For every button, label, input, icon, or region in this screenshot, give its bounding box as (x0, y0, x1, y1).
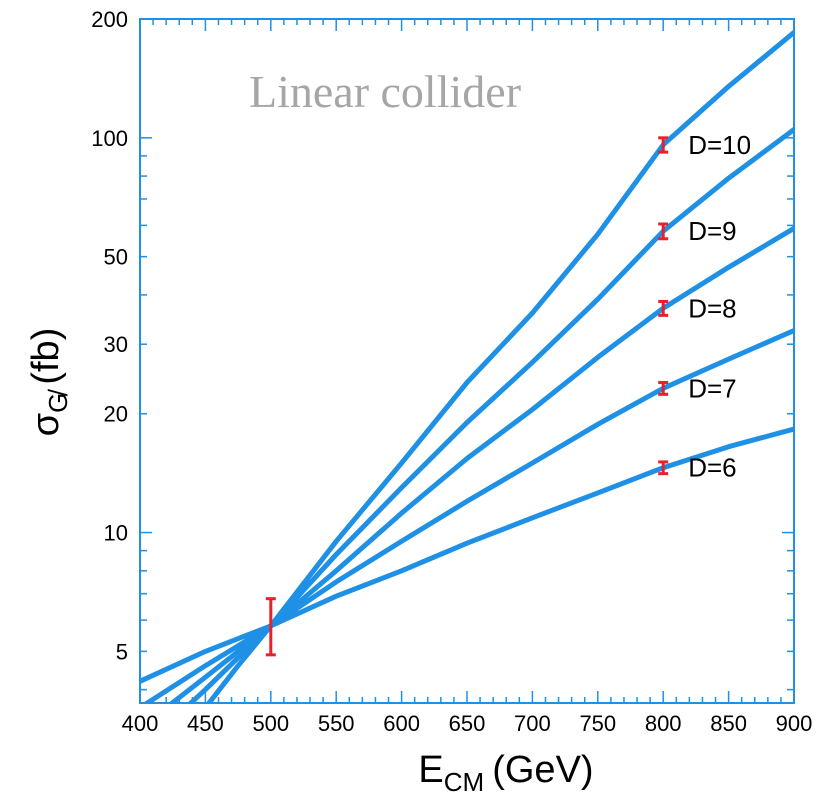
x-tick-label: 800 (645, 711, 682, 736)
label-layer: D=6 D=7 D=8 D=9 D=10 (688, 130, 751, 483)
x-axis-title-unit: (GeV) (492, 749, 593, 791)
tick-layer: 400 450 500 550 600 650 700 750 800 850 900 5 10 20 30… (91, 7, 812, 736)
series-label-d6: D=6 (688, 453, 736, 483)
y-axis-title-sub: G̸ (43, 389, 73, 413)
series-layer (140, 29, 794, 703)
x-tick-label: 700 (514, 711, 551, 736)
series-line-d7 (142, 328, 794, 703)
error-bar (658, 136, 669, 154)
y-tick-label: 200 (91, 7, 128, 32)
x-axis-title: ECM (GeV) (418, 749, 593, 797)
error-bar (658, 380, 669, 396)
x-axis-title-sub: CM (444, 767, 484, 797)
x-axis-title-main: E (418, 749, 443, 791)
x-tick-label: 850 (710, 711, 747, 736)
y-axis-title-main: σ (25, 413, 67, 436)
y-tick-label: 50 (104, 245, 128, 270)
error-bar (658, 222, 669, 241)
error-bar (658, 460, 669, 476)
series-line-d9 (187, 127, 794, 703)
series-label-d9: D=9 (688, 216, 736, 246)
x-tick-label: 400 (122, 711, 159, 736)
errorbar-layer (265, 136, 669, 657)
x-tick-label: 900 (776, 711, 813, 736)
annotation-text: Linear collider (249, 66, 521, 117)
error-bar (265, 597, 276, 657)
x-tick-label: 500 (252, 711, 289, 736)
y-axis-title-unit: (fb) (25, 328, 67, 385)
y-tick-label: 30 (104, 332, 128, 357)
series-label-d8: D=8 (688, 293, 736, 323)
x-tick-label: 750 (579, 711, 616, 736)
x-tick-label: 600 (383, 711, 420, 736)
x-tick-label: 550 (318, 711, 355, 736)
y-tick-label: 100 (91, 126, 128, 151)
x-tick-label: 450 (187, 711, 224, 736)
series-label-d10: D=10 (688, 130, 751, 160)
series-line-d10 (205, 29, 794, 703)
y-axis-title: σG̸ (fb) (25, 328, 73, 437)
y-tick-label: 10 (104, 521, 128, 546)
plot-frame (139, 18, 795, 704)
series-line-d6 (140, 426, 794, 684)
y-tick-label: 5 (116, 639, 128, 664)
y-tick-label: 20 (104, 402, 128, 427)
series-label-d7: D=7 (688, 373, 736, 403)
x-tick-label: 650 (449, 711, 486, 736)
series-line-d8 (168, 225, 794, 703)
error-bar (658, 299, 669, 317)
